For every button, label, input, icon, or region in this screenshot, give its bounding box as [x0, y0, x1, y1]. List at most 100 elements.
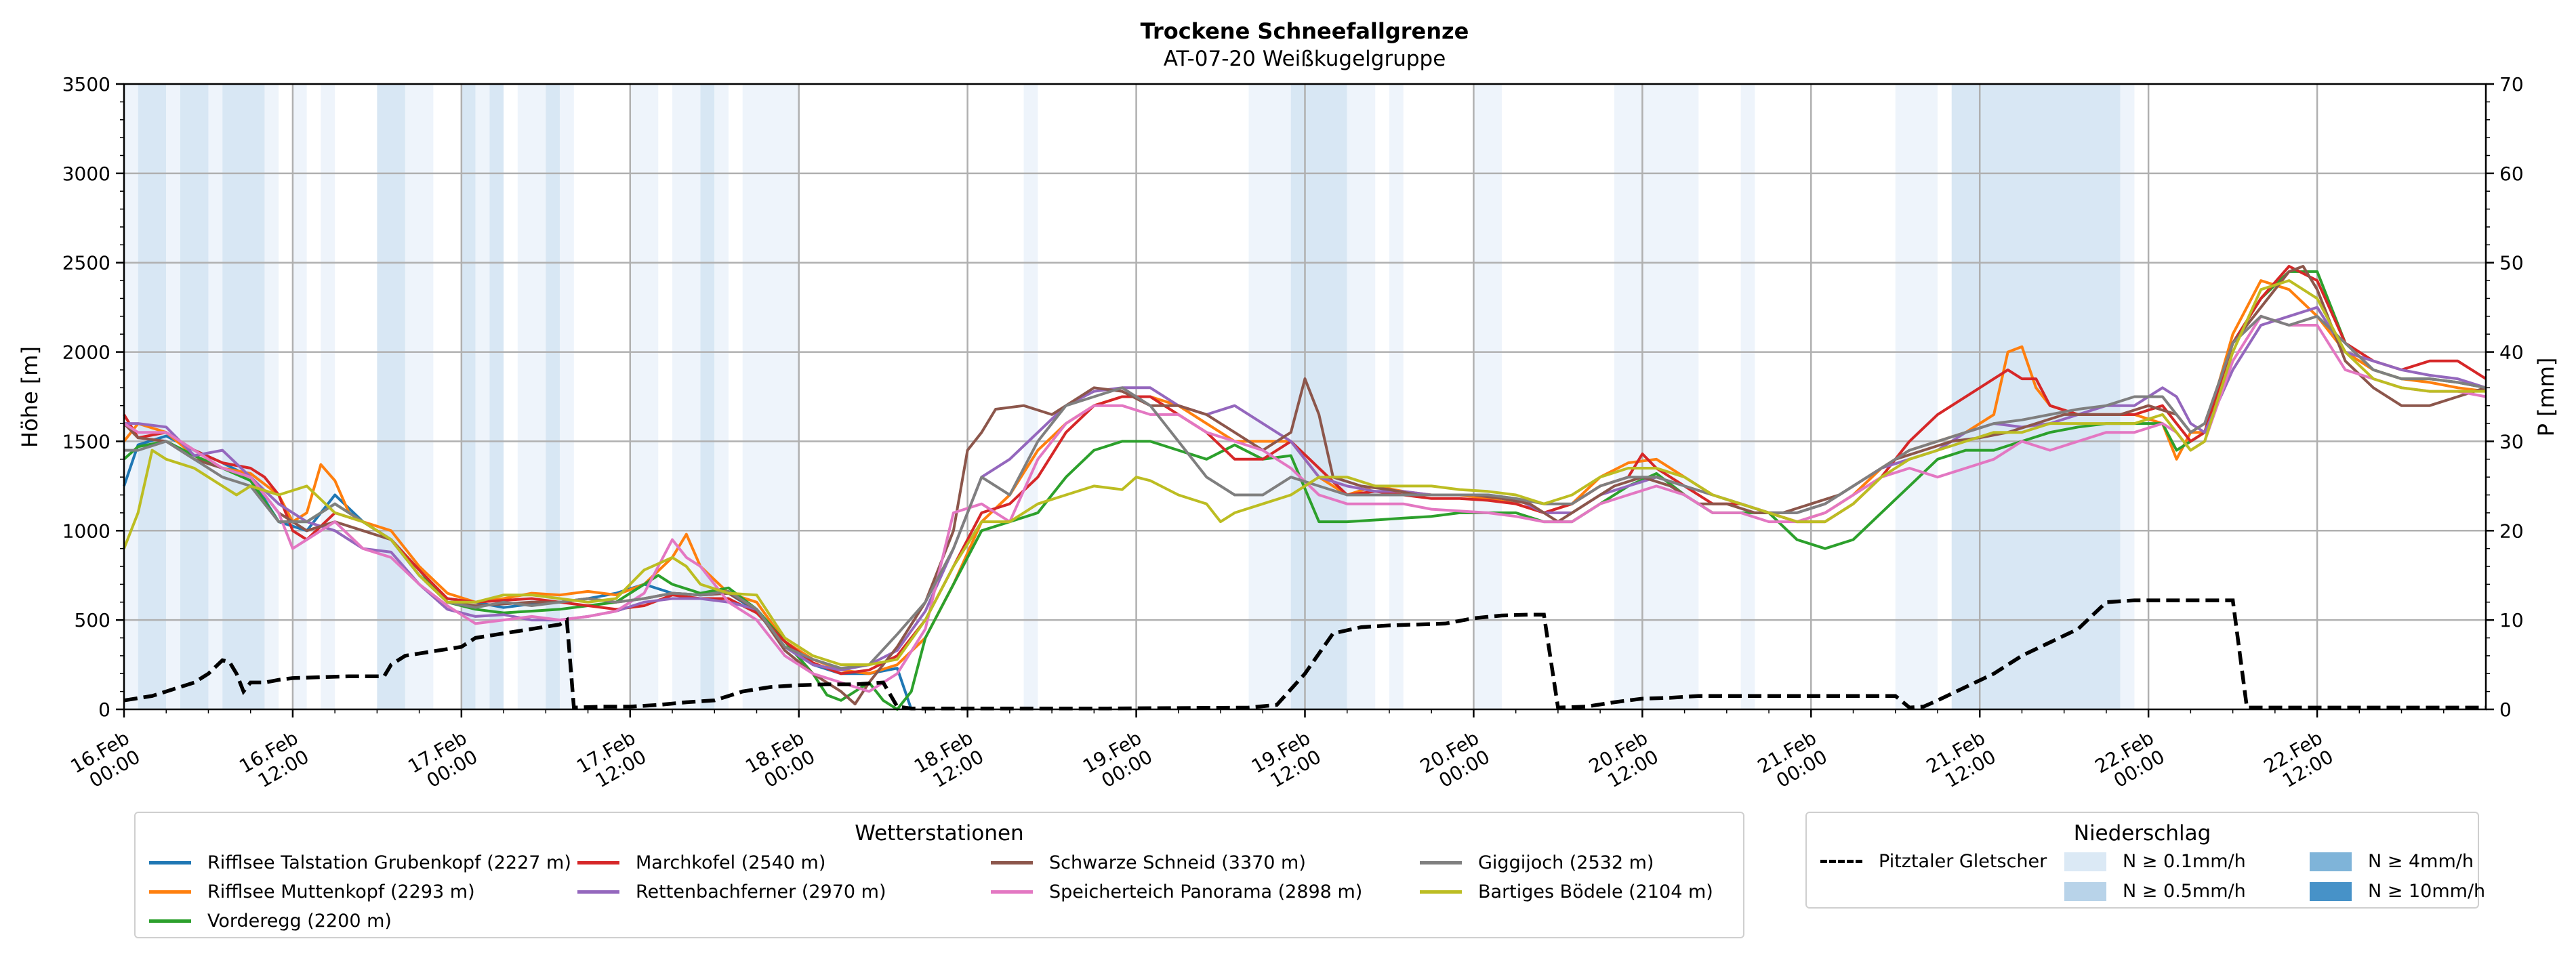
x-tick-label-108: 20.Feb12:00 [1585, 726, 1662, 796]
x-tick-label-120: 21.Feb00:00 [1754, 726, 1831, 796]
series-line-5 [123, 265, 2487, 706]
precip-band-28 [1614, 84, 1699, 709]
precip-band-15 [546, 84, 560, 709]
y-tick-label-1500: 1500 [62, 430, 110, 453]
y2-tick-label-10: 10 [2499, 609, 2524, 631]
station-legend-item: Rifflsee Talstation Grubenkopf (2227 m) [149, 852, 571, 873]
precip-band-11 [461, 84, 476, 709]
station-line-swatch [991, 861, 1033, 865]
x-tick-label-72: 19.Feb00:00 [1079, 726, 1156, 796]
precip-band-31 [1951, 84, 2121, 709]
chart-title: Trockene Schneefallgrenze [1141, 18, 1469, 44]
station-line-swatch [149, 919, 191, 923]
x-tick-label-156: 22.Feb12:00 [2260, 726, 2337, 796]
precip-band-19 [700, 84, 715, 709]
y2-tick-label-30: 30 [2499, 430, 2524, 453]
y-tick-label-2000: 2000 [62, 341, 110, 364]
x-tick-label-144: 22.Feb00:00 [2091, 726, 2169, 796]
precip-band-18 [672, 84, 701, 709]
precip-band-26 [1389, 84, 1404, 709]
precip-legend-item: N ≥ 0.1mm/h [2064, 851, 2246, 872]
pitztaler-precip-line [123, 598, 2486, 711]
y2-tick-label-60: 60 [2499, 163, 2524, 185]
station-line-swatch [577, 890, 619, 894]
dashed-line-swatch [1820, 860, 1862, 863]
series-line-6 [123, 314, 2487, 693]
station-line-swatch [1420, 890, 1462, 894]
precip-line-label: Pitztaler Gletscher [1879, 851, 2047, 872]
precip-level-label: N ≥ 0.5mm/h [2123, 881, 2246, 902]
precip-band-30 [1895, 84, 1938, 709]
station-legend-item: Marchkofel (2540 m) [577, 852, 825, 873]
x-tick-label-48: 18.Feb00:00 [741, 726, 819, 796]
y-tick-label-1000: 1000 [62, 520, 110, 542]
precip-band-32 [2120, 84, 2135, 709]
precip-legend-line-item: Pitztaler Gletscher [1820, 851, 2047, 872]
station-legend-item: Speicherteich Panorama (2898 m) [991, 881, 1362, 902]
station-line-swatch [991, 890, 1033, 894]
y2-axis-ticks: 0 10 20 30 40 50 60 70 [2486, 73, 2524, 721]
precip-band-23 [1248, 84, 1291, 709]
precip-band-0 [124, 84, 138, 709]
station-label: Bartiges Bödele (2104 m) [1478, 881, 1713, 902]
station-legend-item: Bartiges Bödele (2104 m) [1420, 881, 1713, 902]
grid-lines [124, 84, 2486, 709]
y2-tick-label-70: 70 [2499, 73, 2524, 96]
station-label: Speicherteich Panorama (2898 m) [1049, 881, 1363, 902]
station-series [123, 265, 2487, 711]
series-line-8 [123, 279, 2486, 667]
precip-legend: Niederschlag Pitztaler Gletscher N ≥ 0.1… [1805, 812, 2485, 909]
y2-tick-label-0: 0 [2499, 699, 2512, 721]
x-tick-label-12: 16.Feb12:00 [235, 726, 312, 796]
x-tick-label-132: 21.Feb12:00 [1923, 726, 2000, 796]
precip-swatch [2310, 881, 2352, 901]
station-line-swatch [1420, 861, 1462, 865]
station-label: Schwarze Schneid (3370 m) [1049, 852, 1306, 873]
precip-level-label: N ≥ 0.1mm/h [2123, 851, 2246, 872]
precip-line [123, 598, 2486, 711]
station-label: Vorderegg (2200 m) [207, 911, 392, 932]
precip-level-label: N ≥ 10mm/h [2368, 881, 2486, 902]
precip-band-12 [475, 84, 490, 709]
y2-tick-label-40: 40 [2499, 341, 2524, 364]
y-axis-label: Höhe [m] [17, 346, 43, 448]
station-label: Giggijoch (2532 m) [1478, 852, 1654, 873]
precip-swatch [2310, 852, 2352, 871]
stations-legend: Wetterstationen Rifflsee Talstation Grub… [134, 812, 1744, 938]
precip-band-3 [180, 84, 209, 709]
x-tick-label-0: 16.Feb00:00 [66, 726, 144, 796]
station-label: Rifflsee Talstation Grubenkopf (2227 m) [207, 852, 571, 873]
precip-band-25 [1347, 84, 1376, 709]
station-legend-item: Giggijoch (2532 m) [1420, 852, 1654, 873]
y2-tick-label-50: 50 [2499, 252, 2524, 274]
station-legend-item: Vorderegg (2200 m) [149, 911, 392, 932]
precip-band-16 [560, 84, 574, 709]
y-axis-ticks: 0 500 1000 1500 2000 2500 3000 3500 [62, 73, 124, 721]
precip-legend-title: Niederschlag [2073, 821, 2211, 846]
y-tick-label-3000: 3000 [62, 163, 110, 185]
precip-level-label: N ≥ 4mm/h [2368, 851, 2474, 872]
stations-legend-title: Wetterstationen [855, 821, 1024, 846]
y-tick-label-2500: 2500 [62, 252, 110, 274]
station-legend-item: Rettenbachferner (2970 m) [577, 881, 886, 902]
x-tick-label-36: 17.Feb12:00 [573, 726, 650, 796]
precip-band-8 [321, 84, 335, 709]
precip-legend-item: N ≥ 0.5mm/h [2064, 881, 2246, 902]
y-tick-label-0: 0 [98, 699, 110, 721]
precip-band-22 [1023, 84, 1038, 709]
precip-band-9 [377, 84, 405, 709]
x-axis-ticks: 16.Feb00:00 16.Feb12:00 17.Feb00:00 17.Feb1… [66, 709, 2445, 796]
precip-band-20 [714, 84, 729, 709]
precip-band-4 [208, 84, 223, 709]
station-label: Marchkofel (2540 m) [636, 852, 826, 873]
precip-swatch [2064, 852, 2106, 871]
y2-tick-label-20: 20 [2499, 520, 2524, 542]
x-tick-label-60: 18.Feb12:00 [910, 726, 987, 796]
x-tick-label-96: 20.Feb00:00 [1416, 726, 1494, 796]
series-line-7 [124, 314, 2487, 670]
precip-band-1 [138, 84, 167, 709]
station-line-swatch [149, 861, 191, 865]
precip-band-17 [630, 84, 659, 709]
precip-legend-item: N ≥ 4mm/h [2310, 851, 2474, 872]
